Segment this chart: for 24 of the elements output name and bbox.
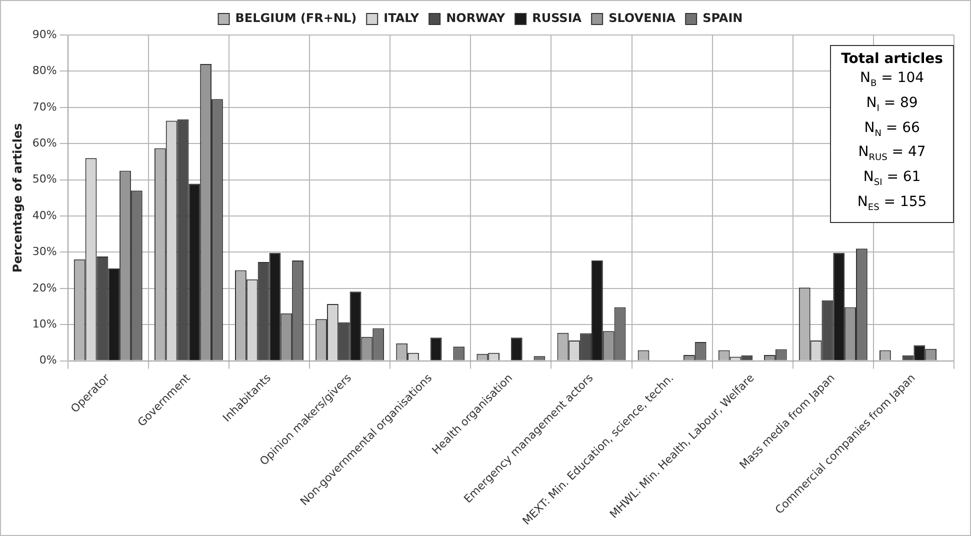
annotation: N$_{SI}$ = 61 [862,168,922,190]
y-tick-label: 60% [32,136,57,150]
legend-label: SLOVENIA [608,11,676,26]
y-axis-title: Percentage of articles [10,123,24,273]
y-tick-label: 40% [32,208,57,222]
legend-label: RUSSIA [532,11,582,26]
y-tick-label: 10% [32,317,57,330]
y-tick-label: 80% [32,64,57,78]
legend-label: BELGIUM (FR+NL) [235,11,357,26]
annotation: N$_{N}$ = 66 [863,118,921,140]
y-tick-label: 70% [32,100,57,114]
legend-label: SPAIN [702,11,743,26]
y-tick-label: 0% [39,354,57,367]
annotation: N$_{ES}$ = 155 [856,192,928,215]
y-tick-label: 30% [32,245,57,258]
y-tick-label: 20% [32,281,57,294]
annotation: N$_{B}$ = 104 [859,69,926,91]
y-tick-label: 90% [32,28,57,41]
annotation: N$_{I}$ = 89 [865,94,919,116]
legend-label: ITALY [384,11,420,26]
annotation: Total articles [841,50,943,69]
y-tick-label: 50% [32,172,57,186]
legend-label: NORWAY [446,11,506,26]
annotation: N$_{RUS}$ = 47 [857,143,927,166]
